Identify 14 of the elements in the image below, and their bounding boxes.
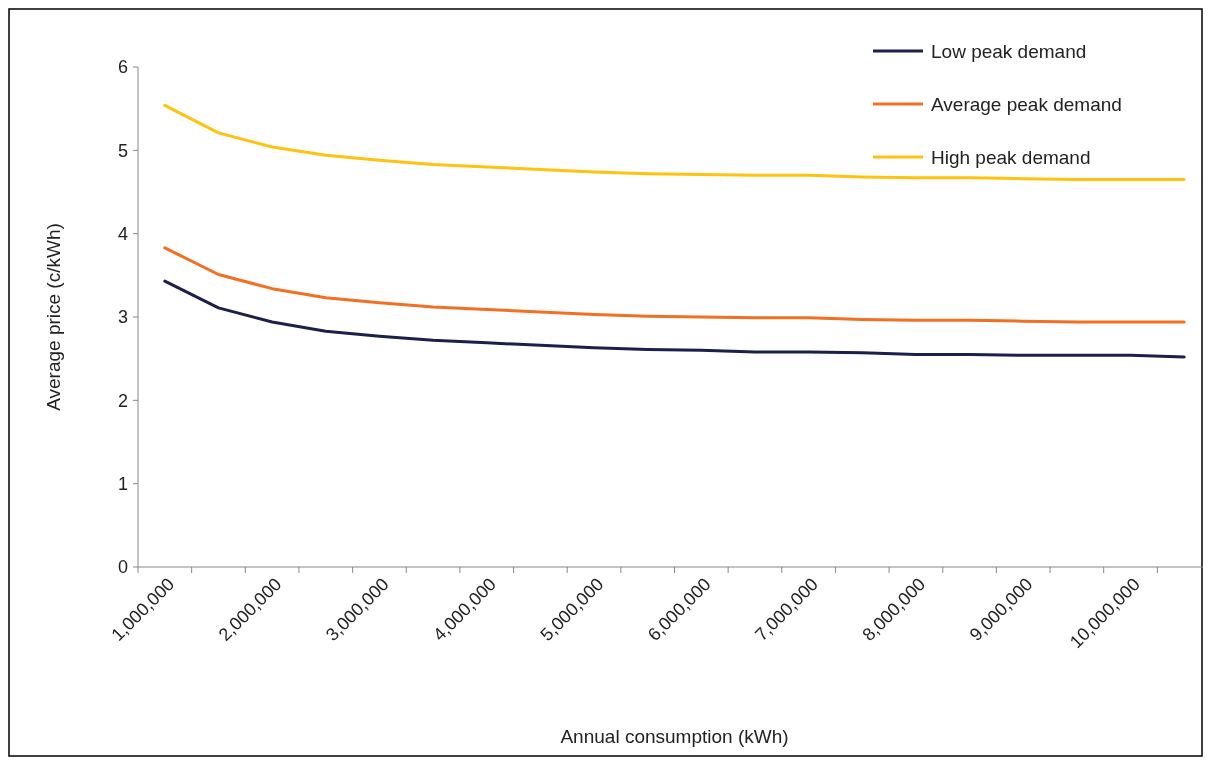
- y-tick-label: 5: [117, 140, 128, 161]
- legend-label: Low peak demand: [931, 40, 1087, 62]
- y-tick-label: 2: [117, 390, 128, 411]
- line-series: [163, 246, 1186, 324]
- legend-label: High peak demand: [931, 146, 1091, 168]
- y-tick-label: 0: [117, 557, 128, 578]
- y-tick-label: 4: [117, 223, 128, 244]
- line-series: [163, 279, 1186, 359]
- legend-label: Average peak demand: [931, 93, 1122, 115]
- y-axis-title: Average price (c/kWh): [43, 223, 64, 411]
- x-axis-title: Annual consumption (kWh): [560, 726, 789, 747]
- y-tick-label: 3: [117, 307, 128, 328]
- y-tick-label: 6: [117, 57, 128, 78]
- y-tick-label: 1: [117, 473, 128, 494]
